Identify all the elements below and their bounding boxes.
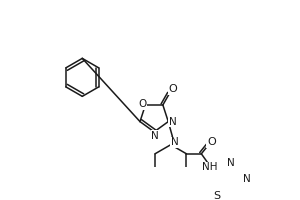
Text: O: O <box>138 99 146 109</box>
Text: S: S <box>213 191 220 200</box>
Text: O: O <box>207 137 216 147</box>
Text: O: O <box>168 84 177 94</box>
Text: NH: NH <box>202 162 218 172</box>
Text: N: N <box>151 131 159 141</box>
Text: N: N <box>169 117 176 127</box>
Text: N: N <box>171 137 179 147</box>
Text: N: N <box>243 174 250 184</box>
Text: N: N <box>227 158 235 168</box>
